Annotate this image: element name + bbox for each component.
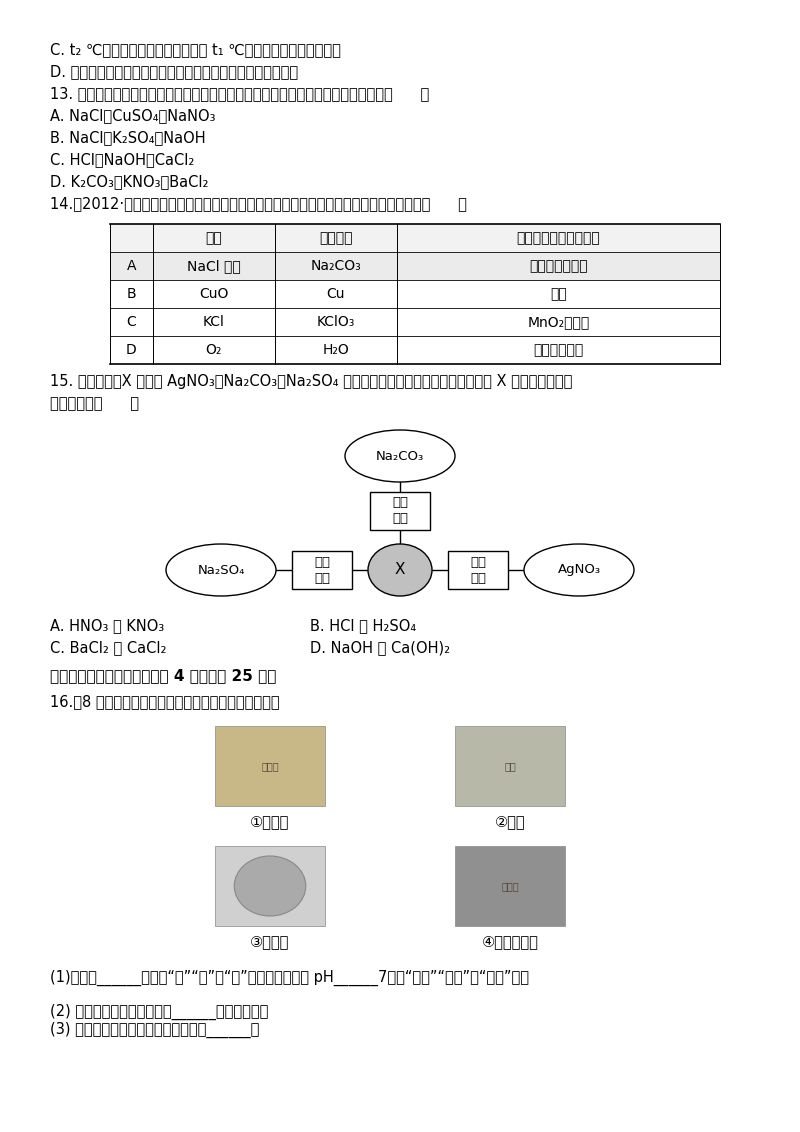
- Text: 16.（8 分）现有生活中的下列物质，请回答有关问题：: 16.（8 分）现有生活中的下列物质，请回答有关问题：: [50, 694, 280, 709]
- Text: 天安门: 天安门: [501, 881, 519, 891]
- Text: 13. 在推断实验室无色废液的成分时，四位同学得出了四种结论，其中可能合理的是（      ）: 13. 在推断实验室无色废液的成分时，四位同学得出了四种结论，其中可能合理的是（…: [50, 86, 430, 101]
- Text: (1)纯筱属______类（填“酸”“筱”或“盐”），其水溶液的 pH______7（填“大于”“小于”或“等于”）；: (1)纯筱属______类（填“酸”“筱”或“盐”），其水溶液的 pH_____…: [50, 970, 529, 986]
- Text: Na₂CO₃: Na₂CO₃: [310, 259, 361, 273]
- Text: 15. 如图所示，X 溶液与 AgNO₃、Na₂CO₃、Na₂SO₄ 三种溶液发生反应均生成白色沉淠。则 X 可能是下列哪种: 15. 如图所示，X 溶液与 AgNO₃、Na₂CO₃、Na₂SO₄ 三种溶液发…: [50, 374, 572, 389]
- Text: ②纯筱: ②纯筱: [494, 814, 526, 829]
- Text: ③鸡蛋壳: ③鸡蛋壳: [250, 934, 290, 949]
- Text: A. NaCl、CuSO₄、NaNO₃: A. NaCl、CuSO₄、NaNO₃: [50, 108, 215, 123]
- Text: 沉淀: 沉淀: [470, 572, 486, 584]
- Text: D. NaOH 或 Ca(OH)₂: D. NaOH 或 Ca(OH)₂: [310, 640, 450, 655]
- Bar: [215, 846, 325, 926]
- Text: A. HNO₃ 或 KNO₃: A. HNO₃ 或 KNO₃: [50, 618, 164, 633]
- Ellipse shape: [368, 544, 432, 597]
- Text: 白色: 白色: [392, 497, 408, 509]
- Ellipse shape: [345, 430, 455, 482]
- Text: D. 甲溶液中含有少量乙，可以用冷却热饱和溶液的方法提纯甲: D. 甲溶液中含有少量乙，可以用冷却热饱和溶液的方法提纯甲: [50, 65, 298, 79]
- Text: C. BaCl₂ 或 CaCl₂: C. BaCl₂ 或 CaCl₂: [50, 640, 166, 655]
- Text: A: A: [126, 259, 136, 273]
- Bar: [370, 492, 430, 530]
- Text: Na₂SO₄: Na₂SO₄: [198, 564, 245, 576]
- Bar: [110, 224, 720, 252]
- Ellipse shape: [524, 544, 634, 597]
- Ellipse shape: [234, 856, 306, 916]
- Text: 物质的溶液（      ）: 物质的溶液（ ）: [50, 396, 139, 411]
- Text: D: D: [126, 343, 137, 357]
- Text: KClO₃: KClO₃: [317, 315, 355, 329]
- Text: 14.（2012·菏泽中考）除去下列物质中含有的杂质所选用试剂或操作方法不正确的一组是（      ）: 14.（2012·菏泽中考）除去下列物质中含有的杂质所选用试剂或操作方法不正确的…: [50, 196, 467, 211]
- Text: B. NaCl、K₂SO₄、NaOH: B. NaCl、K₂SO₄、NaOH: [50, 130, 206, 145]
- Text: 白色: 白色: [470, 556, 486, 568]
- Text: C: C: [126, 315, 136, 329]
- Text: 所含杂质: 所含杂质: [319, 231, 353, 245]
- Text: KCl: KCl: [202, 315, 225, 329]
- Bar: [215, 726, 325, 806]
- Bar: [292, 551, 352, 589]
- Text: X: X: [394, 563, 406, 577]
- Text: CuO: CuO: [199, 288, 228, 301]
- Text: C. t₂ ℃时，将甲的饱和溶液降温至 t₁ ℃，其溶质的质量分数减小: C. t₂ ℃时，将甲的饱和溶液降温至 t₁ ℃，其溶质的质量分数减小: [50, 42, 341, 57]
- Text: 除去杂质的试剂或方法: 除去杂质的试剂或方法: [517, 231, 600, 245]
- Text: 灼烧: 灼烧: [550, 288, 566, 301]
- Text: 过量盐酸，加热: 过量盐酸，加热: [529, 259, 588, 273]
- Text: C. HCl、NaOH、CaCl₂: C. HCl、NaOH、CaCl₂: [50, 152, 194, 168]
- Text: 二、填空与简答题（本题包括 4 小题，共 25 分）: 二、填空与简答题（本题包括 4 小题，共 25 分）: [50, 668, 276, 683]
- Text: NaCl 溶液: NaCl 溶液: [187, 259, 241, 273]
- Text: 纯碱: 纯碱: [504, 761, 516, 771]
- Text: O₂: O₂: [206, 343, 222, 357]
- Text: 沉淀: 沉淀: [314, 572, 330, 584]
- Text: ①发酵粉: ①发酵粉: [250, 814, 290, 829]
- Bar: [448, 551, 508, 589]
- Text: MnO₂，加热: MnO₂，加热: [527, 315, 590, 329]
- Bar: [110, 252, 720, 280]
- Text: 白色: 白色: [314, 556, 330, 568]
- Text: (2) 上述物质中含碳酸钒的是______（填序号）；: (2) 上述物质中含碳酸钒的是______（填序号）；: [50, 1004, 268, 1020]
- Text: B: B: [126, 288, 136, 301]
- Text: Cu: Cu: [326, 288, 345, 301]
- Bar: [110, 224, 720, 365]
- Text: H₂O: H₂O: [322, 343, 349, 357]
- Text: 浓硫酸，干燥: 浓硫酸，干燥: [534, 343, 583, 357]
- Text: (3) 发酵粉的主要成分是（填化学式）______；: (3) 发酵粉的主要成分是（填化学式）______；: [50, 1022, 259, 1038]
- Text: ④天安门华表: ④天安门华表: [482, 934, 538, 949]
- Text: 物质: 物质: [206, 231, 222, 245]
- Text: AgNO₃: AgNO₃: [558, 564, 601, 576]
- Text: D. K₂CO₃、KNO₃、BaCl₂: D. K₂CO₃、KNO₃、BaCl₂: [50, 174, 209, 189]
- Ellipse shape: [166, 544, 276, 597]
- Text: 沉淀: 沉淀: [392, 513, 408, 525]
- Bar: [455, 846, 565, 926]
- Text: B. HCl 或 H₂SO₄: B. HCl 或 H₂SO₄: [310, 618, 416, 633]
- Text: Na₂CO₃: Na₂CO₃: [376, 449, 424, 463]
- Text: 发酵粉: 发酵粉: [261, 761, 279, 771]
- Bar: [455, 726, 565, 806]
